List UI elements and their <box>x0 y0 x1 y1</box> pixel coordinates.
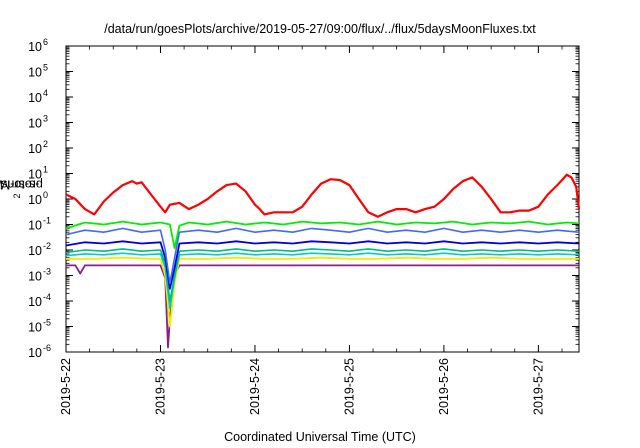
x-tick-label: 2019-5-25 <box>342 358 356 415</box>
y-tick-label: 10 <box>28 168 42 182</box>
series-line-1 <box>65 220 580 249</box>
y-tick-exponent: 1 <box>43 165 48 175</box>
y-tick-label: 10 <box>28 66 42 80</box>
y-tick-label: 10 <box>28 142 42 156</box>
y-tick-label: 10 <box>28 244 42 258</box>
y-tick-label: 10 <box>28 91 42 105</box>
series-line-7 <box>66 264 579 349</box>
series-line-4 <box>65 248 580 302</box>
y-tick-exponent: -1 <box>43 216 51 226</box>
series-line-3 <box>65 240 580 290</box>
plot-frame <box>65 45 580 353</box>
y-tick-exponent: 4 <box>43 88 48 98</box>
x-tick-label: 2019-5-22 <box>59 358 73 415</box>
series-line-0 <box>65 173 581 218</box>
y-tick-exponent: 5 <box>43 63 48 73</box>
y-tick-exponent: 0 <box>43 190 48 200</box>
series-line-5 <box>65 252 580 310</box>
y-tick-exponent: 6 <box>43 37 48 47</box>
x-tick-label: 2019-5-24 <box>248 358 262 415</box>
y-tick-exponent: 2 <box>43 139 48 149</box>
y-tick-label: 10 <box>28 295 42 309</box>
y-tick-label: 10 <box>28 193 42 207</box>
x-tick-label: 2019-5-27 <box>531 358 545 415</box>
chart-title: /data/run/goesPlots/archive/2019-05-27/0… <box>104 22 536 36</box>
y-tick-label: 10 <box>28 270 42 284</box>
y-tick-exponent: -2 <box>43 241 51 251</box>
y-tick-label: 10 <box>28 117 42 131</box>
x-tick-label: 2019-5-23 <box>153 358 167 415</box>
y-tick-exponent: -6 <box>43 343 51 353</box>
y-tick-exponent: -3 <box>43 267 51 277</box>
y-tick-label: 10 <box>28 321 42 335</box>
series-line-2 <box>65 227 580 285</box>
y-tick-exponent: -4 <box>43 292 51 302</box>
y-tick-exponent: 3 <box>43 114 48 124</box>
y-tick-exponent: -5 <box>43 318 51 328</box>
y-tick-label: 10 <box>28 346 42 360</box>
y-tick-label: 10 <box>28 40 42 54</box>
x-tick-label: 2019-5-26 <box>437 358 451 415</box>
y-tick-label: 10 <box>28 219 42 233</box>
series-line-6 <box>66 256 579 328</box>
x-axis-label: Coordinated Universal Time (UTC) <box>224 430 416 444</box>
